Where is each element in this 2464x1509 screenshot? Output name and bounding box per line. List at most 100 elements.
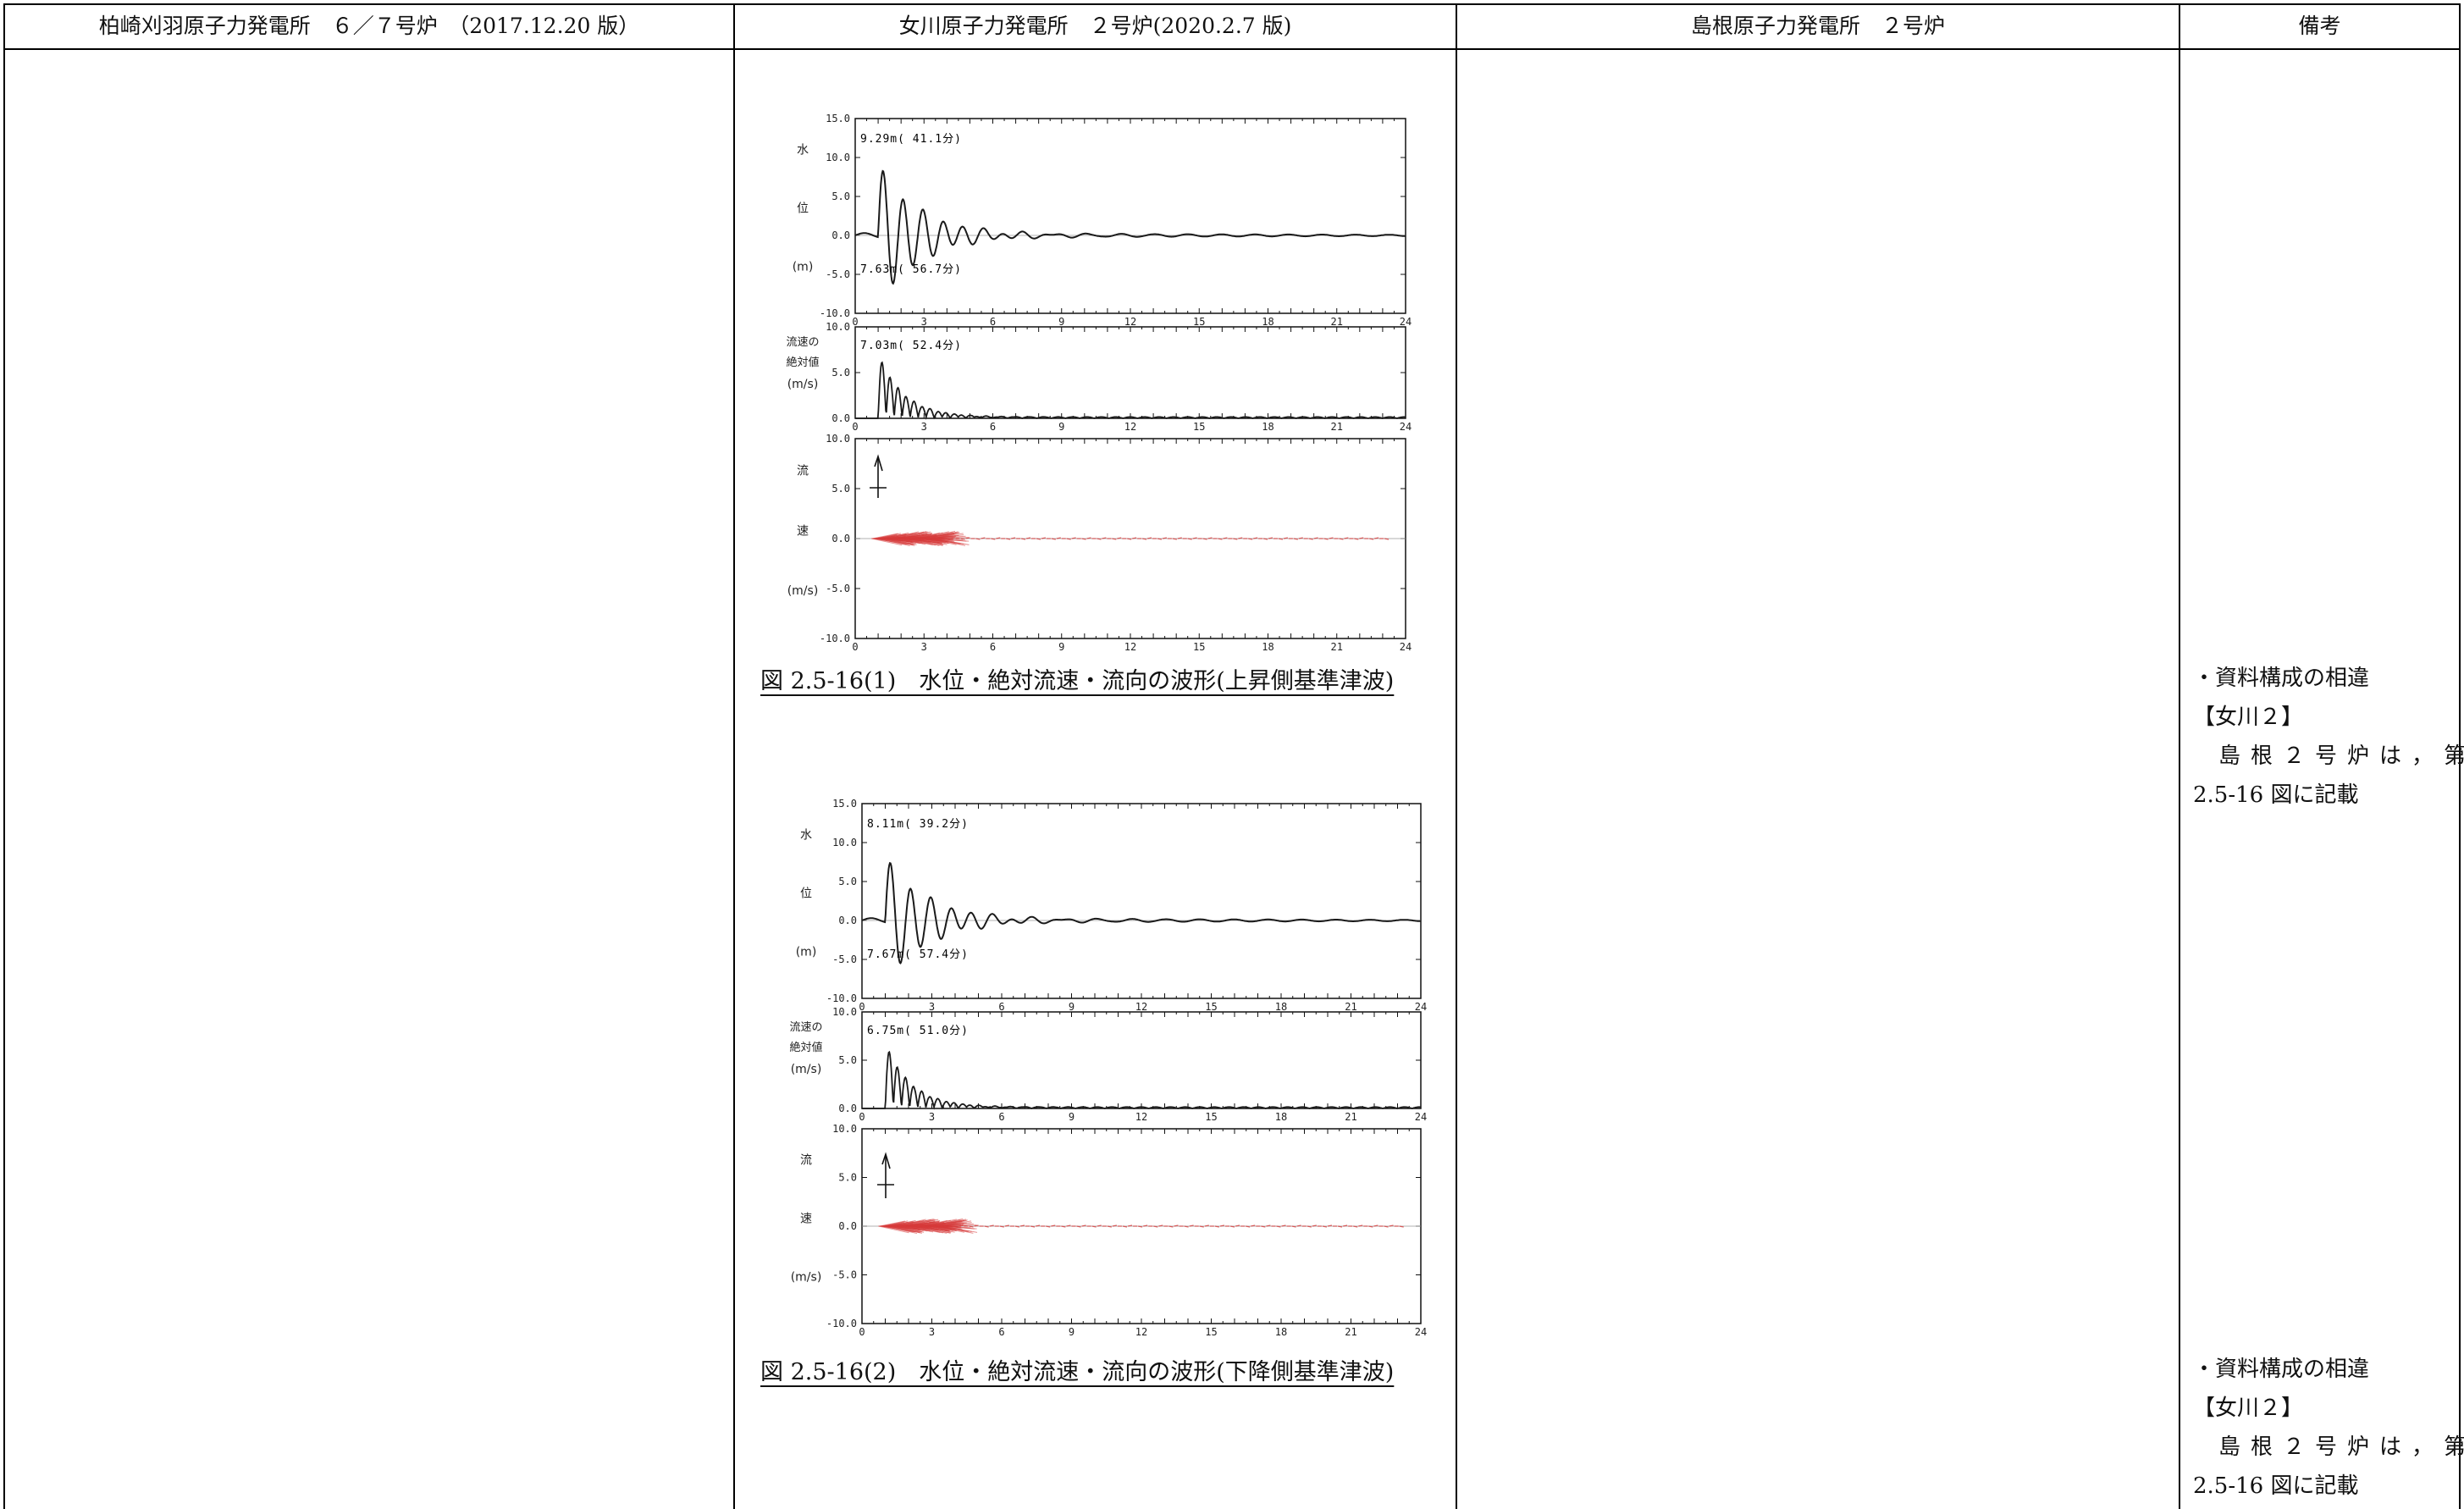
flow-direction-vectors <box>870 530 1389 547</box>
flow-vector <box>1246 1225 1251 1228</box>
flow-vector <box>1132 537 1137 539</box>
flow-vector <box>1344 537 1349 539</box>
figure-2-caption: 図 2.5-16(2) 水位・絶対流速・流向の波形(下降側基準津波) <box>760 1359 1395 1385</box>
axis-label: 速 <box>797 524 809 538</box>
y-tick-label: -5.0 <box>832 1269 857 1281</box>
y-tick-label: -5.0 <box>826 583 850 594</box>
remark-item: ・資料構成の相違 <box>2193 666 2370 691</box>
x-tick-label: 18 <box>1262 641 1273 650</box>
column-header-kashiwazaki: 柏崎刈羽原子力発電所 ６／７号炉 （2017.12.20 版） <box>98 14 640 38</box>
flow-vector <box>965 537 970 539</box>
flow-vector <box>878 1225 909 1234</box>
water-level-panel <box>854 118 1406 314</box>
y-tick-label: 10.0 <box>832 1006 857 1018</box>
velocity-max-annotation: 7.03m( 52.4分) <box>860 340 962 352</box>
flow-vector <box>981 537 986 539</box>
axis-label: (m/s) <box>787 584 819 598</box>
flow-vector <box>894 531 928 539</box>
flow-vector <box>889 1219 916 1227</box>
flow-vector <box>902 1219 936 1227</box>
remark-item: ・資料構成の相違 <box>2193 1357 2370 1382</box>
y-tick-label: -5.0 <box>826 268 850 280</box>
x-tick-label: 3 <box>929 1001 935 1013</box>
flow-vector <box>893 538 914 544</box>
y-tick-label: 0.0 <box>831 229 850 241</box>
flow-vector <box>872 533 898 539</box>
flow-vector <box>904 533 928 539</box>
flow-vector <box>1127 1224 1133 1227</box>
flow-vector <box>1298 537 1303 539</box>
axis-label: 流 <box>800 1153 812 1167</box>
header-divider <box>3 48 2461 50</box>
flow-vector <box>935 537 940 539</box>
flow-vector <box>950 537 955 539</box>
abs-velocity-waveform <box>855 361 1406 421</box>
flow-vector <box>1076 1225 1081 1228</box>
axis-label: (m) <box>796 945 817 959</box>
y-tick-label: 5.0 <box>831 191 850 202</box>
y-tick-label: 0.0 <box>838 1220 857 1232</box>
flow-vector <box>1214 1225 1220 1228</box>
remark-item: 2.5-16 図に記載 <box>2193 1473 2359 1499</box>
x-tick-label: 15 <box>1193 641 1205 650</box>
x-tick-label: 21 <box>1331 641 1343 650</box>
flow-vector <box>1373 1224 1378 1227</box>
column-header-remarks: 備考 <box>2298 14 2341 38</box>
flow-vector <box>879 1220 906 1227</box>
flow-vector <box>1014 1225 1020 1228</box>
remark-item: 2.5-16 図に記載 <box>2193 782 2359 808</box>
x-tick-label: 12 <box>1124 421 1136 433</box>
flow-vector <box>926 531 959 539</box>
flow-vector <box>919 1219 948 1227</box>
x-tick-label: 3 <box>929 1111 935 1123</box>
flow-vector <box>924 1219 957 1227</box>
flow-vector <box>1329 537 1334 539</box>
x-tick-label: 21 <box>1331 316 1343 328</box>
flow-vector <box>1251 1224 1256 1227</box>
remark-item: 島根２号炉は，第 <box>2218 743 2464 769</box>
flow-vector <box>1143 1224 1148 1227</box>
flow-vector <box>969 1225 974 1228</box>
axis-label: 速 <box>800 1212 812 1225</box>
flow-vector <box>887 531 920 539</box>
flow-vector <box>1004 1224 1009 1227</box>
flow-direction-vectors <box>878 1218 1404 1235</box>
flow-vector <box>1138 1225 1143 1228</box>
flow-vector <box>916 531 949 539</box>
x-tick-label: 0 <box>859 1326 865 1335</box>
y-tick-label: 5.0 <box>831 483 850 495</box>
flow-vector <box>1199 1225 1204 1228</box>
flow-vector <box>923 1225 952 1233</box>
flow-vector <box>934 538 967 542</box>
x-tick-label: 3 <box>921 641 927 650</box>
water-level-min-annotation: 7.67m( 57.4分) <box>867 948 969 961</box>
flow-vector <box>1266 1224 1271 1227</box>
flow-vector <box>911 532 941 539</box>
flow-vector <box>915 538 944 545</box>
x-tick-label: 3 <box>921 421 927 433</box>
abs-velocity-waveform <box>862 1050 1422 1110</box>
y-tick-label: 15.0 <box>826 113 850 124</box>
flow-vector <box>1276 1225 1281 1228</box>
flow-vector <box>1112 1224 1118 1227</box>
column-divider-1 <box>733 3 735 1509</box>
flow-vector <box>1046 1225 1051 1228</box>
axis-label: 流 <box>797 464 809 478</box>
flow-vector <box>1030 1225 1036 1228</box>
flow-vector <box>912 1220 936 1227</box>
x-tick-label: 24 <box>1400 421 1412 433</box>
remarks-block-2: ・資料構成の相違 【女川２】 島根２号炉は，第 2.5-16 図に記載 <box>2193 1350 2464 1506</box>
flow-vector <box>894 1219 926 1227</box>
flow-vector <box>942 1225 978 1233</box>
flow-vector <box>935 534 964 539</box>
x-tick-label: 21 <box>1331 421 1343 433</box>
flow-vector <box>1011 537 1016 539</box>
flow-vector <box>881 538 915 546</box>
x-tick-label: 3 <box>921 316 927 328</box>
flow-vector <box>934 1219 967 1227</box>
y-tick-label: 15.0 <box>832 798 857 810</box>
column-header-onagawa: 女川原子力発電所 ２号炉(2020.2.7 版) <box>898 14 1292 38</box>
y-tick-label: -5.0 <box>832 953 857 965</box>
x-tick-label: 6 <box>990 316 996 328</box>
